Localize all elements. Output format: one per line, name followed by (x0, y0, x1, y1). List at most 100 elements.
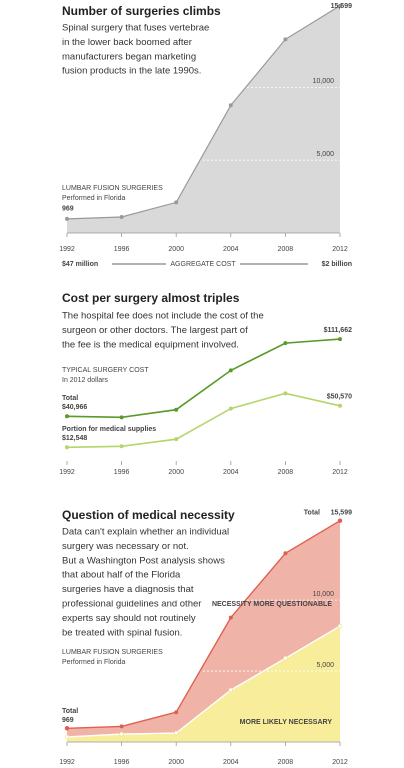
point (174, 710, 179, 715)
total-point (64, 726, 70, 731)
point (228, 368, 233, 373)
value-label: 969 (62, 206, 74, 213)
x-tick-label: 2004 (223, 469, 239, 476)
series-name: NECESSITY MORE QUESTIONABLE (212, 601, 332, 608)
subtitle: surgeries have a diagnosis that (62, 584, 194, 595)
point (228, 103, 233, 108)
area (67, 5, 340, 233)
point (338, 403, 342, 408)
point (119, 415, 124, 420)
subtitle: The hospital fee does not include the co… (62, 311, 264, 322)
x-tick-label: 1992 (59, 469, 75, 476)
point (65, 216, 69, 221)
area-line (66, 5, 341, 220)
subtitle: But a Washington Post analysis shows (62, 555, 225, 566)
chart-title: Question of medical necessity (62, 508, 235, 522)
subtitle: fusion products in the late 1990s. (62, 66, 201, 77)
point (228, 687, 234, 693)
value-label: 15,599 (331, 3, 353, 10)
subtitle: surgery was necessary or not. (62, 541, 189, 552)
point (283, 37, 288, 42)
line (66, 392, 341, 449)
value-label: $40,966 (62, 404, 87, 411)
point (174, 200, 179, 205)
point (338, 3, 342, 8)
subtitle: that about half of the Florida (62, 570, 181, 581)
annotation: TYPICAL SURGERY COST (62, 367, 149, 374)
subtitle: surgeon or other doctors. The largest pa… (62, 325, 248, 336)
point (228, 406, 233, 411)
chart-title: Number of surgeries climbs (62, 4, 221, 18)
x-tick-label: 1996 (114, 469, 130, 476)
point (338, 337, 342, 342)
chart-title: Cost per surgery almost triples (62, 291, 240, 305)
x-tick-label: 2000 (168, 246, 184, 253)
point (119, 724, 124, 729)
point (174, 437, 179, 442)
x-tick-label: 1992 (59, 246, 75, 253)
point (65, 445, 69, 450)
point (119, 214, 124, 219)
cost-end: $2 billion (322, 261, 352, 268)
point (64, 734, 70, 740)
cost-label: AGGREGATE COST (170, 261, 236, 268)
point (283, 341, 288, 346)
series-name: Total (62, 395, 78, 402)
subtitle: the fee is the medical equipment involve… (62, 339, 239, 350)
x-tick-label: 1996 (114, 759, 130, 766)
area (67, 520, 340, 737)
subtitle: in the lower back boomed after (62, 37, 192, 48)
x-tick-label: 2004 (223, 759, 239, 766)
point (283, 656, 288, 661)
y-tick-label: 10,000 (313, 591, 335, 598)
area-line (66, 625, 341, 738)
total-value: 969 (62, 717, 74, 724)
point (283, 551, 288, 556)
subtitle: Spinal surgery that fuses vertebrae (62, 23, 209, 34)
subtitle: be treated with spinal fusion. (62, 627, 182, 638)
y-tick-label: 5,000 (316, 151, 334, 158)
point (228, 615, 233, 620)
value-label: $111,662 (324, 327, 353, 334)
subtitle: professional guidelines and other (62, 599, 201, 610)
point (174, 407, 179, 412)
x-tick-label: 2012 (332, 759, 348, 766)
annotation: Performed in Florida (62, 659, 126, 666)
x-tick-label: 2000 (168, 759, 184, 766)
value-label: $50,570 (327, 394, 352, 401)
x-tick-label: 2004 (223, 246, 239, 253)
x-tick-label: 2008 (278, 759, 294, 766)
y-tick-label: 10,000 (313, 78, 335, 85)
x-tick-label: 1996 (114, 246, 130, 253)
x-tick-label: 2012 (332, 246, 348, 253)
value-label: $12,548 (62, 435, 87, 442)
x-tick-label: 2000 (168, 469, 184, 476)
point (119, 444, 124, 449)
annotation: LUMBAR FUSION SURGERIES (62, 185, 163, 192)
subtitle: manufacturers began marketing (62, 51, 196, 62)
series-name: MORE LIKELY NECESSARY (240, 719, 333, 726)
x-tick-label: 2008 (278, 246, 294, 253)
cost-start: $47 million (62, 261, 98, 268)
series-name: Portion for medical supplies (62, 426, 156, 433)
line (66, 338, 341, 419)
total-value: 15,599 (331, 510, 353, 517)
x-tick-label: 1992 (59, 759, 75, 766)
x-tick-label: 2008 (278, 469, 294, 476)
area (67, 626, 340, 742)
annotation: In 2012 dollars (62, 377, 108, 384)
subtitle: Data can't explain whether an individual (62, 527, 229, 538)
total-point (337, 518, 343, 523)
total-label: Total (62, 708, 78, 715)
point (283, 391, 288, 396)
annotation: LUMBAR FUSION SURGERIES (62, 649, 163, 656)
point (65, 414, 69, 419)
annotation: Performed in Florida (62, 195, 126, 202)
area-line (66, 520, 341, 729)
y-tick-label: 5,000 (316, 662, 334, 669)
point (119, 731, 124, 737)
point (173, 730, 179, 736)
x-tick-label: 2012 (332, 469, 348, 476)
point (337, 623, 343, 629)
